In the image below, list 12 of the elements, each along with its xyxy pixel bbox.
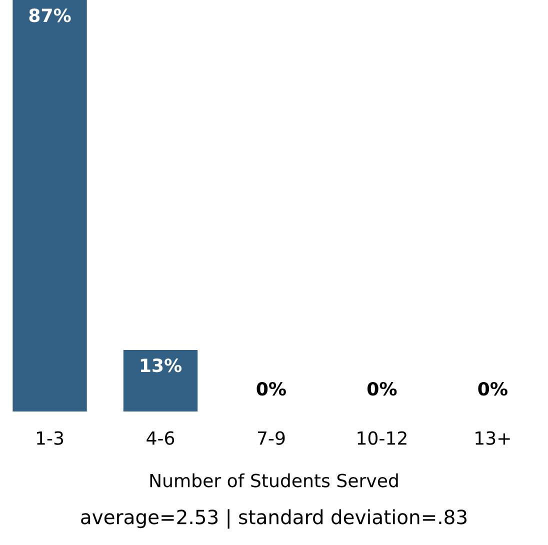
data-label: 0% — [478, 382, 508, 396]
data-label: 0% — [256, 382, 286, 396]
x-tick-label: 4-6 — [146, 431, 174, 445]
x-tick-label: 13+ — [476, 431, 510, 445]
x-axis-title: Number of Students Served — [150, 473, 398, 488]
x-tick-label: 1-3 — [37, 431, 64, 445]
data-label: 87% — [29, 8, 71, 22]
x-tick-label: 7-9 — [258, 431, 285, 445]
data-label: 13% — [140, 358, 182, 372]
data-label: 0% — [367, 382, 397, 396]
text: average=2.53 | standard deviation=.83 — [81, 509, 466, 529]
x-tick-label: 10-12 — [358, 431, 406, 445]
